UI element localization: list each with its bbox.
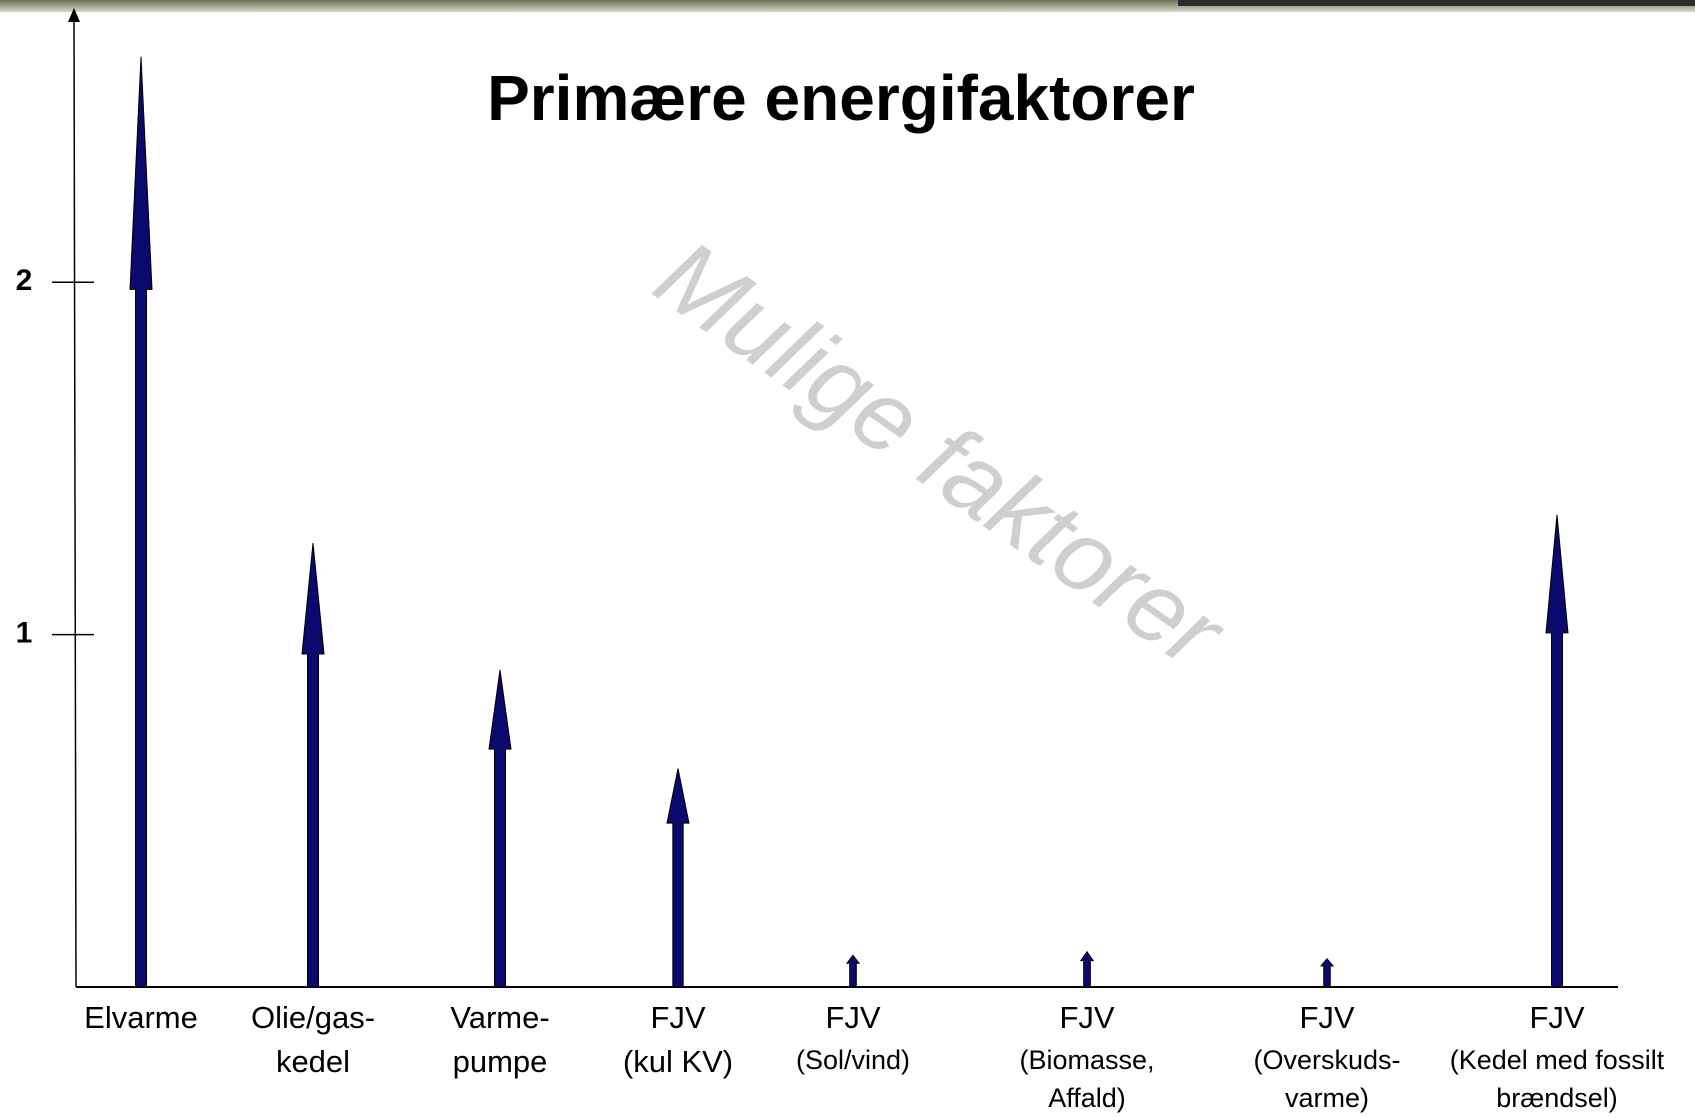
arrow [1079,950,1095,988]
arrow [301,542,325,988]
arrow [1545,514,1569,988]
header-block [1178,0,1695,6]
y-axis-arrow [68,8,80,22]
x-tick-label: FJV (kul KV) [623,1000,733,1079]
x-tick-label: FJV (Sol/vind) [796,1000,910,1075]
chart-title: Primære energifaktorer [487,62,1195,134]
x-tick-label: FJV (Kedel med fossilt brændsel) [1450,1000,1665,1113]
arrow [666,768,690,988]
watermark: Mulige faktorer [636,218,1245,691]
arrow [488,669,512,988]
y-tick-label: 2 [16,264,33,297]
x-tick-label: Olie/gas-kedel [251,1000,375,1079]
x-tick-label: FJV (Overskuds-varme) [1253,1000,1400,1113]
arrow [1319,958,1335,988]
y-axis [73,17,77,988]
x-tick-label: FJV (Biomasse, Affald) [1019,1000,1154,1113]
x-tick-label: Elvarme [84,1000,198,1035]
x-tick-label: Varme-pumpe [450,1000,549,1079]
arrow [129,56,153,988]
arrow [845,954,861,988]
y-tick-label: 1 [16,617,33,650]
